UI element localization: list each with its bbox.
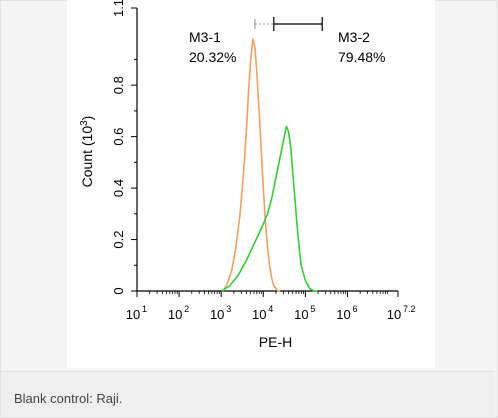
gate-m3-1-name: M3-1 (189, 29, 221, 45)
x-tick-label: 10 (252, 307, 266, 322)
caption-bar (1, 371, 495, 417)
x-tick-exponent: 3 (226, 304, 231, 314)
series-layer (220, 38, 318, 292)
histogram-chart: 00.20.40.60.81.110 1 10 2 10 3 10 4 10 5 10 6 10 7.2P… (79, 0, 416, 350)
y-axis-title: Count (103) (79, 116, 95, 188)
x-tick-label: 10 (210, 307, 224, 322)
x-tick-label: 10 (336, 307, 350, 322)
y-tick-label: 0.8 (111, 76, 126, 94)
x-tick-label: 10 (168, 307, 182, 322)
axes (131, 7, 399, 297)
series-line-2 (220, 125, 318, 292)
x-tick-exponent: 6 (352, 304, 357, 314)
x-tick-exponent: 7.2 (403, 304, 416, 314)
gate-layer (254, 17, 323, 31)
x-tick-label: 10 (294, 307, 308, 322)
label-layer: 00.20.40.60.81.110 1 10 2 10 3 10 4 10 5 10 6 10 7.2P… (79, 0, 416, 350)
gate-m3-1-percent: 20.32% (189, 49, 236, 65)
y-tick-label: 0.6 (111, 128, 126, 146)
x-tick-label: 10 (387, 307, 401, 322)
x-tick-label: 10 (126, 307, 140, 322)
y-tick-label: 0.4 (111, 179, 126, 197)
figure-caption: Blank control: Raji. (14, 391, 123, 406)
y-tick-label: 1.1 (111, 0, 126, 17)
y-tick-label: 0 (111, 287, 126, 294)
x-axis-title: PE-H (259, 334, 292, 350)
gate-m3-2-name: M3-2 (338, 29, 370, 45)
x-tick-exponent: 5 (310, 304, 315, 314)
y-tick-label: 0.2 (111, 231, 126, 249)
series-line-1 (222, 38, 281, 292)
x-tick-exponent: 4 (268, 304, 273, 314)
gate-m3-2-percent: 79.48% (338, 49, 385, 65)
x-tick-exponent: 2 (184, 304, 189, 314)
x-tick-exponent: 1 (142, 304, 147, 314)
